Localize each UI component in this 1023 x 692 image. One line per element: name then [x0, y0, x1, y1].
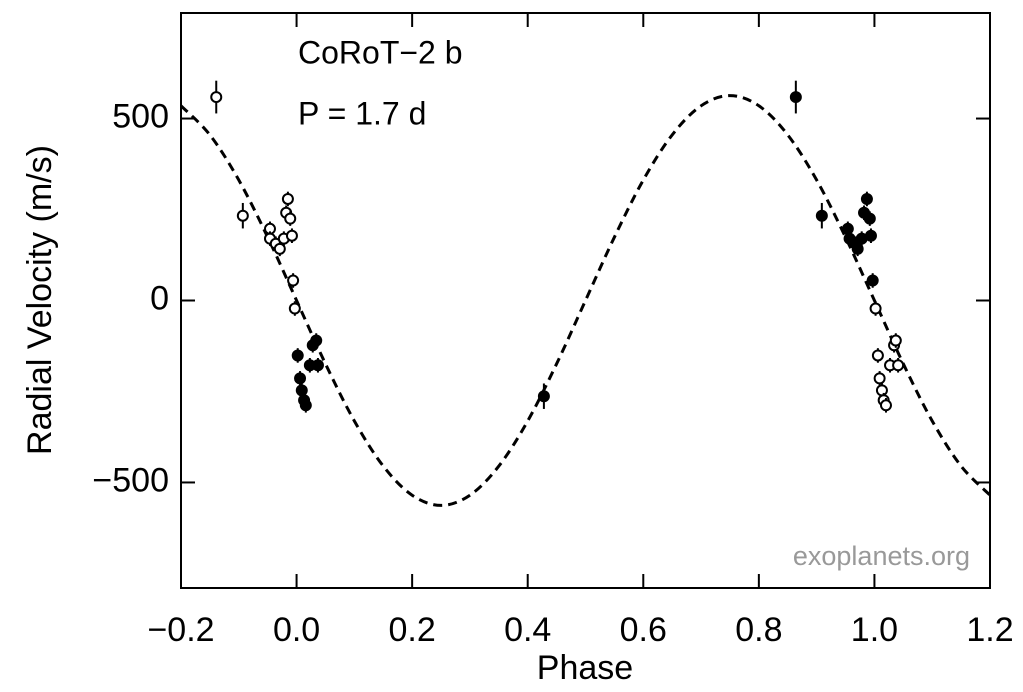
x-tick-label: −0.2	[147, 611, 214, 649]
data-point	[537, 390, 550, 403]
data-point	[864, 229, 877, 242]
data-point	[866, 274, 879, 287]
x-tick-label: 0.6	[620, 611, 667, 649]
data-point	[869, 302, 882, 315]
y-tick-label: −500	[92, 461, 169, 499]
data-point	[285, 229, 298, 242]
data-point	[875, 384, 888, 397]
data-point	[860, 192, 873, 205]
data-point	[873, 372, 886, 385]
x-tick-label: 1.0	[851, 611, 898, 649]
data-point	[871, 349, 884, 362]
data-point	[273, 242, 286, 255]
data-point	[299, 399, 312, 412]
annotation: P = 1.7 d	[298, 95, 426, 131]
x-tick-label: 0.2	[389, 611, 436, 649]
annotation: CoRoT−2 b	[298, 34, 463, 70]
x-axis-label: Phase	[537, 649, 633, 687]
data-point	[236, 209, 249, 222]
data-point	[210, 91, 223, 104]
x-tick-label: 1.2	[966, 611, 1013, 649]
data-point	[863, 212, 876, 225]
data-point	[288, 302, 301, 315]
data-point	[311, 359, 324, 372]
data-point	[291, 349, 304, 362]
credit: exoplanets.org	[793, 541, 970, 571]
y-tick-label: 500	[112, 98, 169, 136]
data-point	[889, 334, 902, 347]
data-point	[815, 209, 828, 222]
data-point	[310, 334, 323, 347]
data-point	[879, 399, 892, 412]
data-point	[287, 274, 300, 287]
model-curve	[179, 94, 992, 507]
x-tick-label: 0.0	[273, 611, 320, 649]
data-point	[284, 212, 297, 225]
data-point	[851, 242, 864, 255]
x-tick-label: 0.4	[504, 611, 551, 649]
data-point	[294, 372, 307, 385]
data-point	[841, 222, 854, 235]
data-point	[295, 384, 308, 397]
data-point	[281, 192, 294, 205]
y-axis-label: Radial Velocity (m/s)	[21, 145, 59, 455]
data-point	[892, 359, 905, 372]
data-point	[789, 91, 802, 104]
x-tick-label: 0.8	[735, 611, 782, 649]
y-tick-label: 0	[150, 279, 169, 317]
